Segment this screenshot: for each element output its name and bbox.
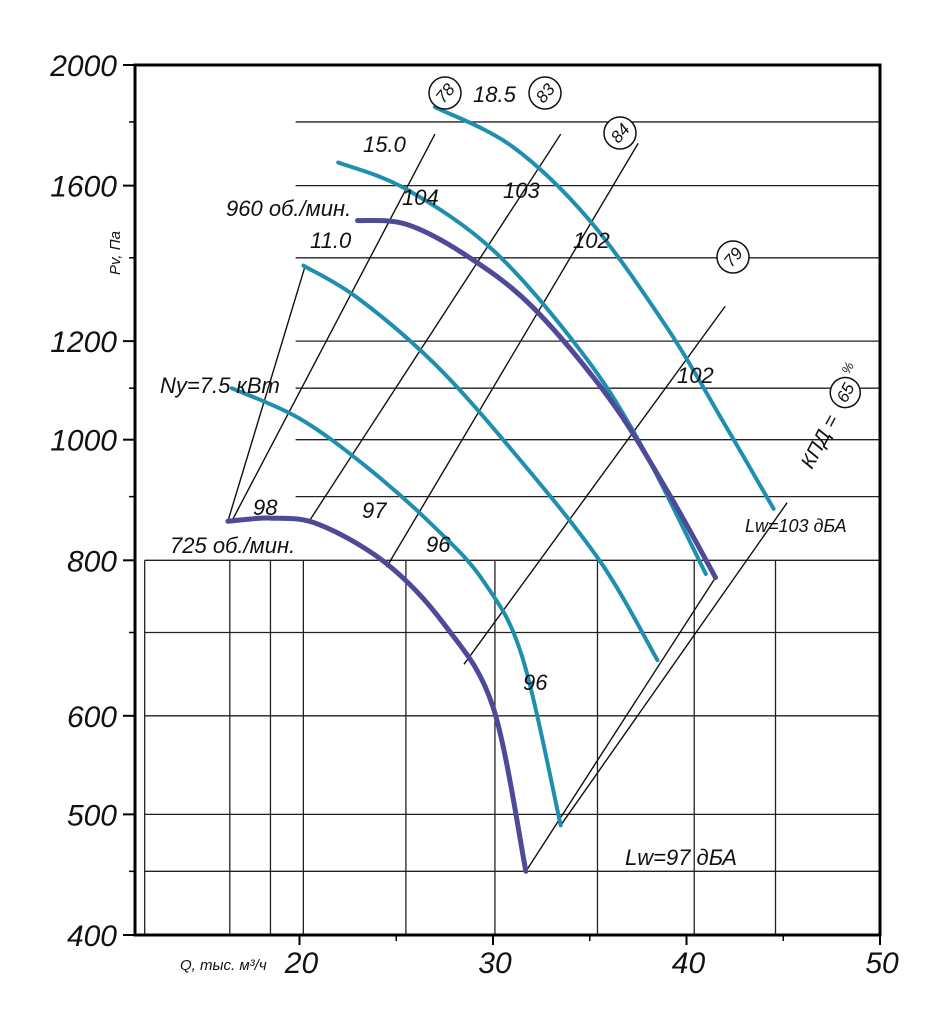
lw-103-label: Lw=103 дБА (745, 516, 847, 536)
power-curve-1 (336, 160, 708, 576)
y-axis: 2000 1600 1200 1000 800 600 500 400 (49, 50, 135, 953)
speed-curves (225, 217, 718, 874)
noise-104-label: 104 (402, 185, 439, 210)
x-tick-label-50: 50 (865, 947, 899, 980)
power-11-0-label: 11.0 (310, 228, 352, 253)
y-tick-label-600: 600 (67, 701, 117, 734)
efficiency-base-line (227, 265, 306, 522)
kpd-suffix: % (838, 359, 857, 376)
noise-102b-label: 102 (677, 363, 714, 388)
x-tick-label-40: 40 (672, 947, 706, 980)
rpm-725-label: 725 об./мин. (170, 533, 295, 558)
power-curve-2 (301, 263, 660, 663)
grid (144, 121, 880, 935)
y-axis-title: Pv, Па (107, 231, 124, 275)
power-7-5-label: Ny=7.5 кВт (160, 373, 280, 398)
y-tick-label-400: 400 (67, 920, 117, 953)
power-curve-0 (432, 105, 776, 511)
lw-97-label: Lw=97 дБА (625, 845, 737, 870)
lw-base-line (525, 577, 717, 872)
noise-102-label: 102 (573, 228, 610, 253)
power-15-0-label: 15.0 (363, 132, 407, 157)
noise-97-label: 97 (362, 498, 387, 523)
power-18-5-label: 18.5 (473, 82, 517, 107)
y-tick-label-2000: 2000 (49, 50, 117, 83)
y-tick-label-1600: 1600 (50, 171, 117, 204)
y-tick-label-1000: 1000 (50, 425, 117, 458)
efficiency-line-2 (385, 143, 639, 568)
eff-marker-78: 78 (428, 76, 462, 110)
eff-marker-79: 79 (716, 240, 750, 274)
speed-curve-1 (225, 515, 529, 874)
rpm-960-label: 960 об./мин. (226, 196, 351, 221)
plot-frame (133, 63, 882, 937)
efficiency-line-0 (231, 133, 436, 522)
kpd-prefix: КПД = (797, 411, 843, 472)
efficiency-line-3 (463, 305, 726, 665)
x-tick-label-30: 30 (478, 947, 512, 980)
x-tick-label-20: 20 (284, 947, 319, 980)
speed-curve-0 (355, 217, 718, 580)
x-axis: 20 30 40 50 (284, 935, 899, 980)
kpd-label: КПД = 65 % (797, 359, 862, 472)
eff-marker-83: 83 (528, 76, 562, 110)
noise-103-label: 103 (503, 178, 540, 203)
eff-marker-84: 84 (603, 116, 637, 150)
y-tick-label-500: 500 (67, 799, 117, 832)
x-axis-title: Q, тыс. м³/ч (180, 957, 267, 974)
noise-96b-label: 96 (523, 670, 548, 695)
power-curve-3 (229, 386, 563, 828)
y-tick-label-1200: 1200 (50, 326, 117, 359)
efficiency-line-4 (560, 502, 788, 826)
noise-98-label: 98 (253, 495, 278, 520)
noise-96-label: 96 (426, 532, 451, 557)
y-tick-label-800: 800 (67, 545, 117, 578)
